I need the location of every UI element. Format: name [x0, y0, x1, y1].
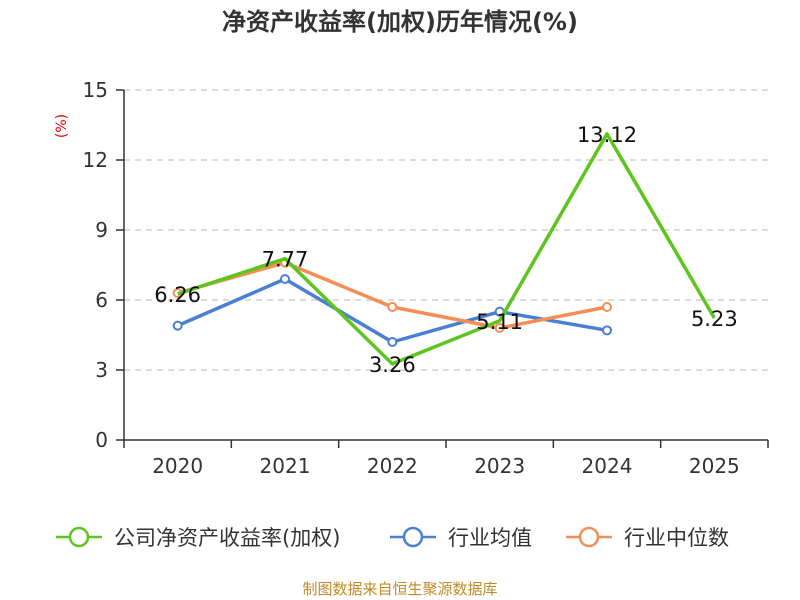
- data-label: 3.26: [369, 353, 416, 377]
- x-tick-label: 2021: [260, 454, 311, 478]
- y-tick-label: 15: [83, 78, 108, 102]
- data-label: 6.26: [154, 283, 201, 307]
- series-line-0: [177, 132, 716, 366]
- series-point-2[interactable]: [602, 302, 612, 312]
- data-label: 5.11: [476, 310, 523, 334]
- grid-lines: [124, 89, 768, 371]
- series-point-2[interactable]: [387, 302, 398, 312]
- data-source-note: 制图数据来自恒生聚源数据库: [302, 580, 497, 598]
- series-point-1[interactable]: [387, 337, 398, 347]
- data-labels: 6.26 7.77 3.26 5.11 13.12 5.23: [154, 123, 737, 377]
- axes: 0 3 6 9 12 15 2020 2021 2022 2023 2024 2025: [83, 78, 769, 478]
- x-tick-label: 2023: [474, 454, 525, 478]
- x-tick-label: 2024: [582, 454, 633, 478]
- x-tick-label: 2025: [689, 454, 740, 478]
- legend[interactable]: 公司净资产收益率(加权) 行业均值 行业中位数: [56, 526, 729, 550]
- series-point-2[interactable]: [494, 323, 505, 333]
- y-tick-label: 12: [83, 148, 108, 172]
- legend-marker: [68, 526, 90, 548]
- legend-label: 公司净资产收益率(加权): [114, 526, 340, 550]
- legend-marker: [578, 526, 600, 548]
- series-point-1[interactable]: [602, 325, 612, 336]
- data-label: 7.77: [262, 248, 309, 272]
- legend-item-1[interactable]: 行业均值: [390, 526, 532, 550]
- legend-item-2[interactable]: 行业中位数: [566, 526, 729, 550]
- chart-title: 净资产收益率(加权)历年情况(%): [222, 8, 578, 36]
- legend-label: 行业均值: [448, 526, 532, 550]
- legend-label: 行业中位数: [624, 526, 729, 550]
- y-axis-unit: (%): [54, 114, 70, 138]
- data-label: 13.12: [577, 123, 637, 147]
- x-tick-label: 2022: [367, 454, 418, 478]
- series-point-1[interactable]: [172, 320, 183, 331]
- y-tick-label: 3: [95, 358, 108, 382]
- series-lines: [172, 132, 716, 366]
- data-label: 5.23: [691, 307, 738, 331]
- legend-item-0[interactable]: 公司净资产收益率(加权): [56, 526, 340, 550]
- x-tick-label: 2020: [152, 454, 203, 478]
- y-tick-label: 0: [95, 428, 108, 452]
- y-tick-label: 9: [95, 218, 108, 242]
- y-tick-label: 6: [95, 288, 108, 312]
- series-point-1[interactable]: [280, 274, 290, 284]
- legend-marker: [402, 526, 424, 548]
